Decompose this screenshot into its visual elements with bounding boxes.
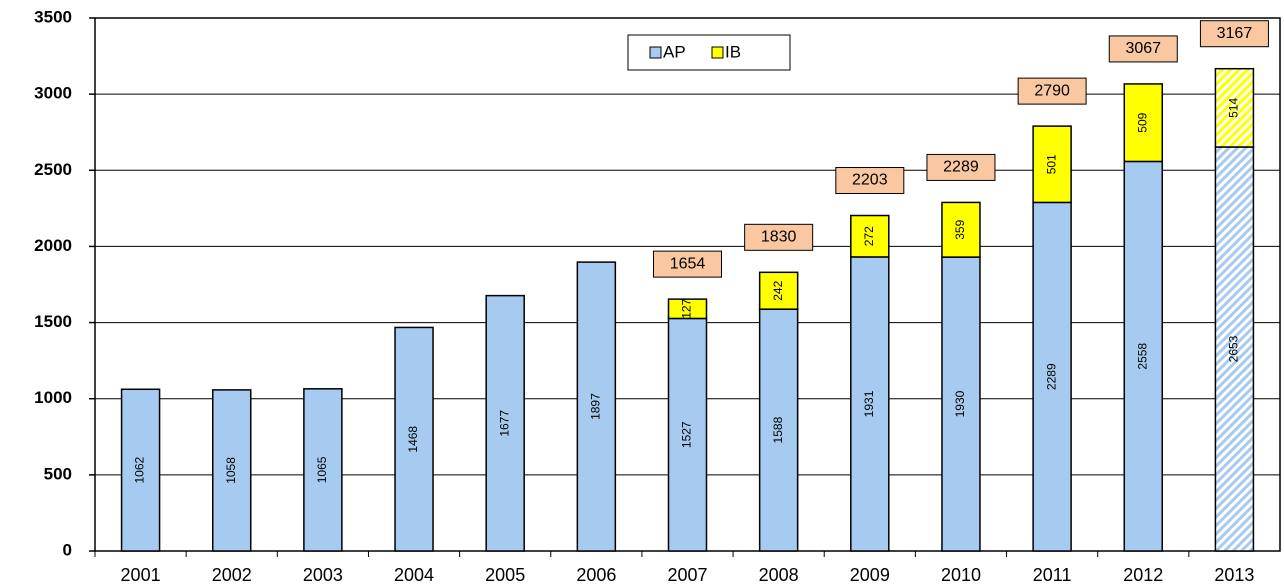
value-label: 2289 bbox=[1044, 363, 1058, 390]
y-tick-label: 2500 bbox=[34, 160, 72, 179]
bar-segment bbox=[120, 388, 161, 552]
value-label: 1677 bbox=[497, 410, 511, 437]
value-label: 509 bbox=[1135, 112, 1149, 132]
bar-segment bbox=[1123, 160, 1164, 552]
x-tick-label: 2011 bbox=[1033, 565, 1072, 585]
bar-segment bbox=[485, 294, 525, 552]
value-label: 2558 bbox=[1135, 343, 1149, 370]
x-tick-label: 2003 bbox=[303, 565, 343, 585]
value-label: 1897 bbox=[589, 393, 603, 420]
bar-segment bbox=[1123, 83, 1164, 163]
value-label: 359 bbox=[953, 219, 967, 239]
total-box bbox=[1199, 20, 1269, 48]
x-tick-label: 2004 bbox=[394, 565, 434, 585]
bar-segment bbox=[1214, 67, 1255, 148]
value-label: 1527 bbox=[680, 421, 694, 448]
value-label: 1468 bbox=[406, 426, 420, 453]
total-box bbox=[653, 250, 722, 278]
value-label: 272 bbox=[862, 226, 876, 246]
value-label: 2653 bbox=[1227, 335, 1241, 362]
value-label: 1065 bbox=[315, 456, 329, 483]
value-label: 1930 bbox=[953, 390, 967, 417]
value-label: 1058 bbox=[224, 457, 238, 484]
x-tick-label: 2005 bbox=[485, 565, 525, 585]
total-label: 3067 bbox=[1125, 40, 1161, 57]
y-tick-label: 1500 bbox=[34, 312, 72, 331]
y-tick-label: 0 bbox=[63, 540, 72, 559]
x-tick-label: 2012 bbox=[1123, 565, 1163, 585]
x-tick-label: 2009 bbox=[850, 565, 890, 585]
x-tick-label: 2001 bbox=[121, 565, 161, 585]
bar-segment bbox=[941, 201, 981, 258]
total-box bbox=[926, 153, 996, 181]
x-tick-label: 2002 bbox=[212, 565, 252, 585]
value-label: 242 bbox=[771, 280, 785, 300]
value-label: 1062 bbox=[133, 456, 147, 483]
total-label: 2790 bbox=[1034, 82, 1070, 99]
bar-segment bbox=[758, 308, 799, 552]
bar-segment bbox=[758, 271, 799, 310]
x-tick-label: 2006 bbox=[576, 565, 616, 585]
total-box bbox=[744, 223, 814, 251]
value-label: 1931 bbox=[862, 390, 876, 417]
value-label: 1588 bbox=[771, 416, 785, 443]
bar-segment bbox=[394, 326, 434, 552]
y-tick-label: 3000 bbox=[34, 84, 72, 103]
total-label: 2203 bbox=[852, 172, 888, 189]
x-tick-label: 2013 bbox=[1214, 565, 1254, 585]
legend-label: AP bbox=[663, 42, 686, 61]
x-tick-label: 2007 bbox=[667, 565, 707, 585]
total-box bbox=[1108, 35, 1178, 63]
value-label: 501 bbox=[1044, 154, 1058, 174]
x-tick-label: 2008 bbox=[759, 565, 799, 585]
y-tick-label: 500 bbox=[44, 464, 72, 483]
total-label: 3167 bbox=[1217, 25, 1253, 42]
legend-swatch bbox=[649, 46, 662, 59]
value-label: 514 bbox=[1227, 98, 1241, 118]
bar-segment bbox=[1032, 125, 1072, 204]
y-tick-label: 2000 bbox=[34, 236, 72, 255]
bar-segment bbox=[850, 256, 890, 552]
legend-label: IB bbox=[725, 42, 741, 61]
y-tick-label: 1000 bbox=[34, 388, 72, 407]
bar-segment bbox=[850, 214, 890, 258]
bar-segment bbox=[211, 389, 252, 552]
bar-segment bbox=[303, 388, 343, 552]
total-label: 1654 bbox=[670, 255, 706, 272]
bar-segment bbox=[1214, 146, 1255, 552]
total-label: 1830 bbox=[761, 229, 797, 246]
bar-segment bbox=[576, 261, 617, 552]
total-box bbox=[835, 167, 905, 195]
y-tick-label: 3500 bbox=[34, 7, 72, 26]
x-tick-label: 2010 bbox=[941, 565, 981, 585]
bar-segment bbox=[667, 298, 708, 320]
legend-swatch bbox=[711, 46, 724, 59]
total-box bbox=[1017, 77, 1087, 105]
value-label: 127 bbox=[680, 298, 694, 318]
total-label: 2289 bbox=[943, 159, 979, 176]
bar-segment bbox=[667, 317, 708, 552]
